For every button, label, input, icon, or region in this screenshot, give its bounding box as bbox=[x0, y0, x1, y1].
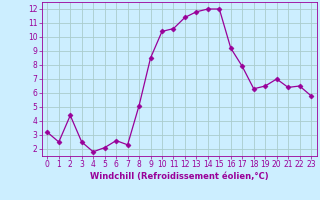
X-axis label: Windchill (Refroidissement éolien,°C): Windchill (Refroidissement éolien,°C) bbox=[90, 172, 268, 181]
